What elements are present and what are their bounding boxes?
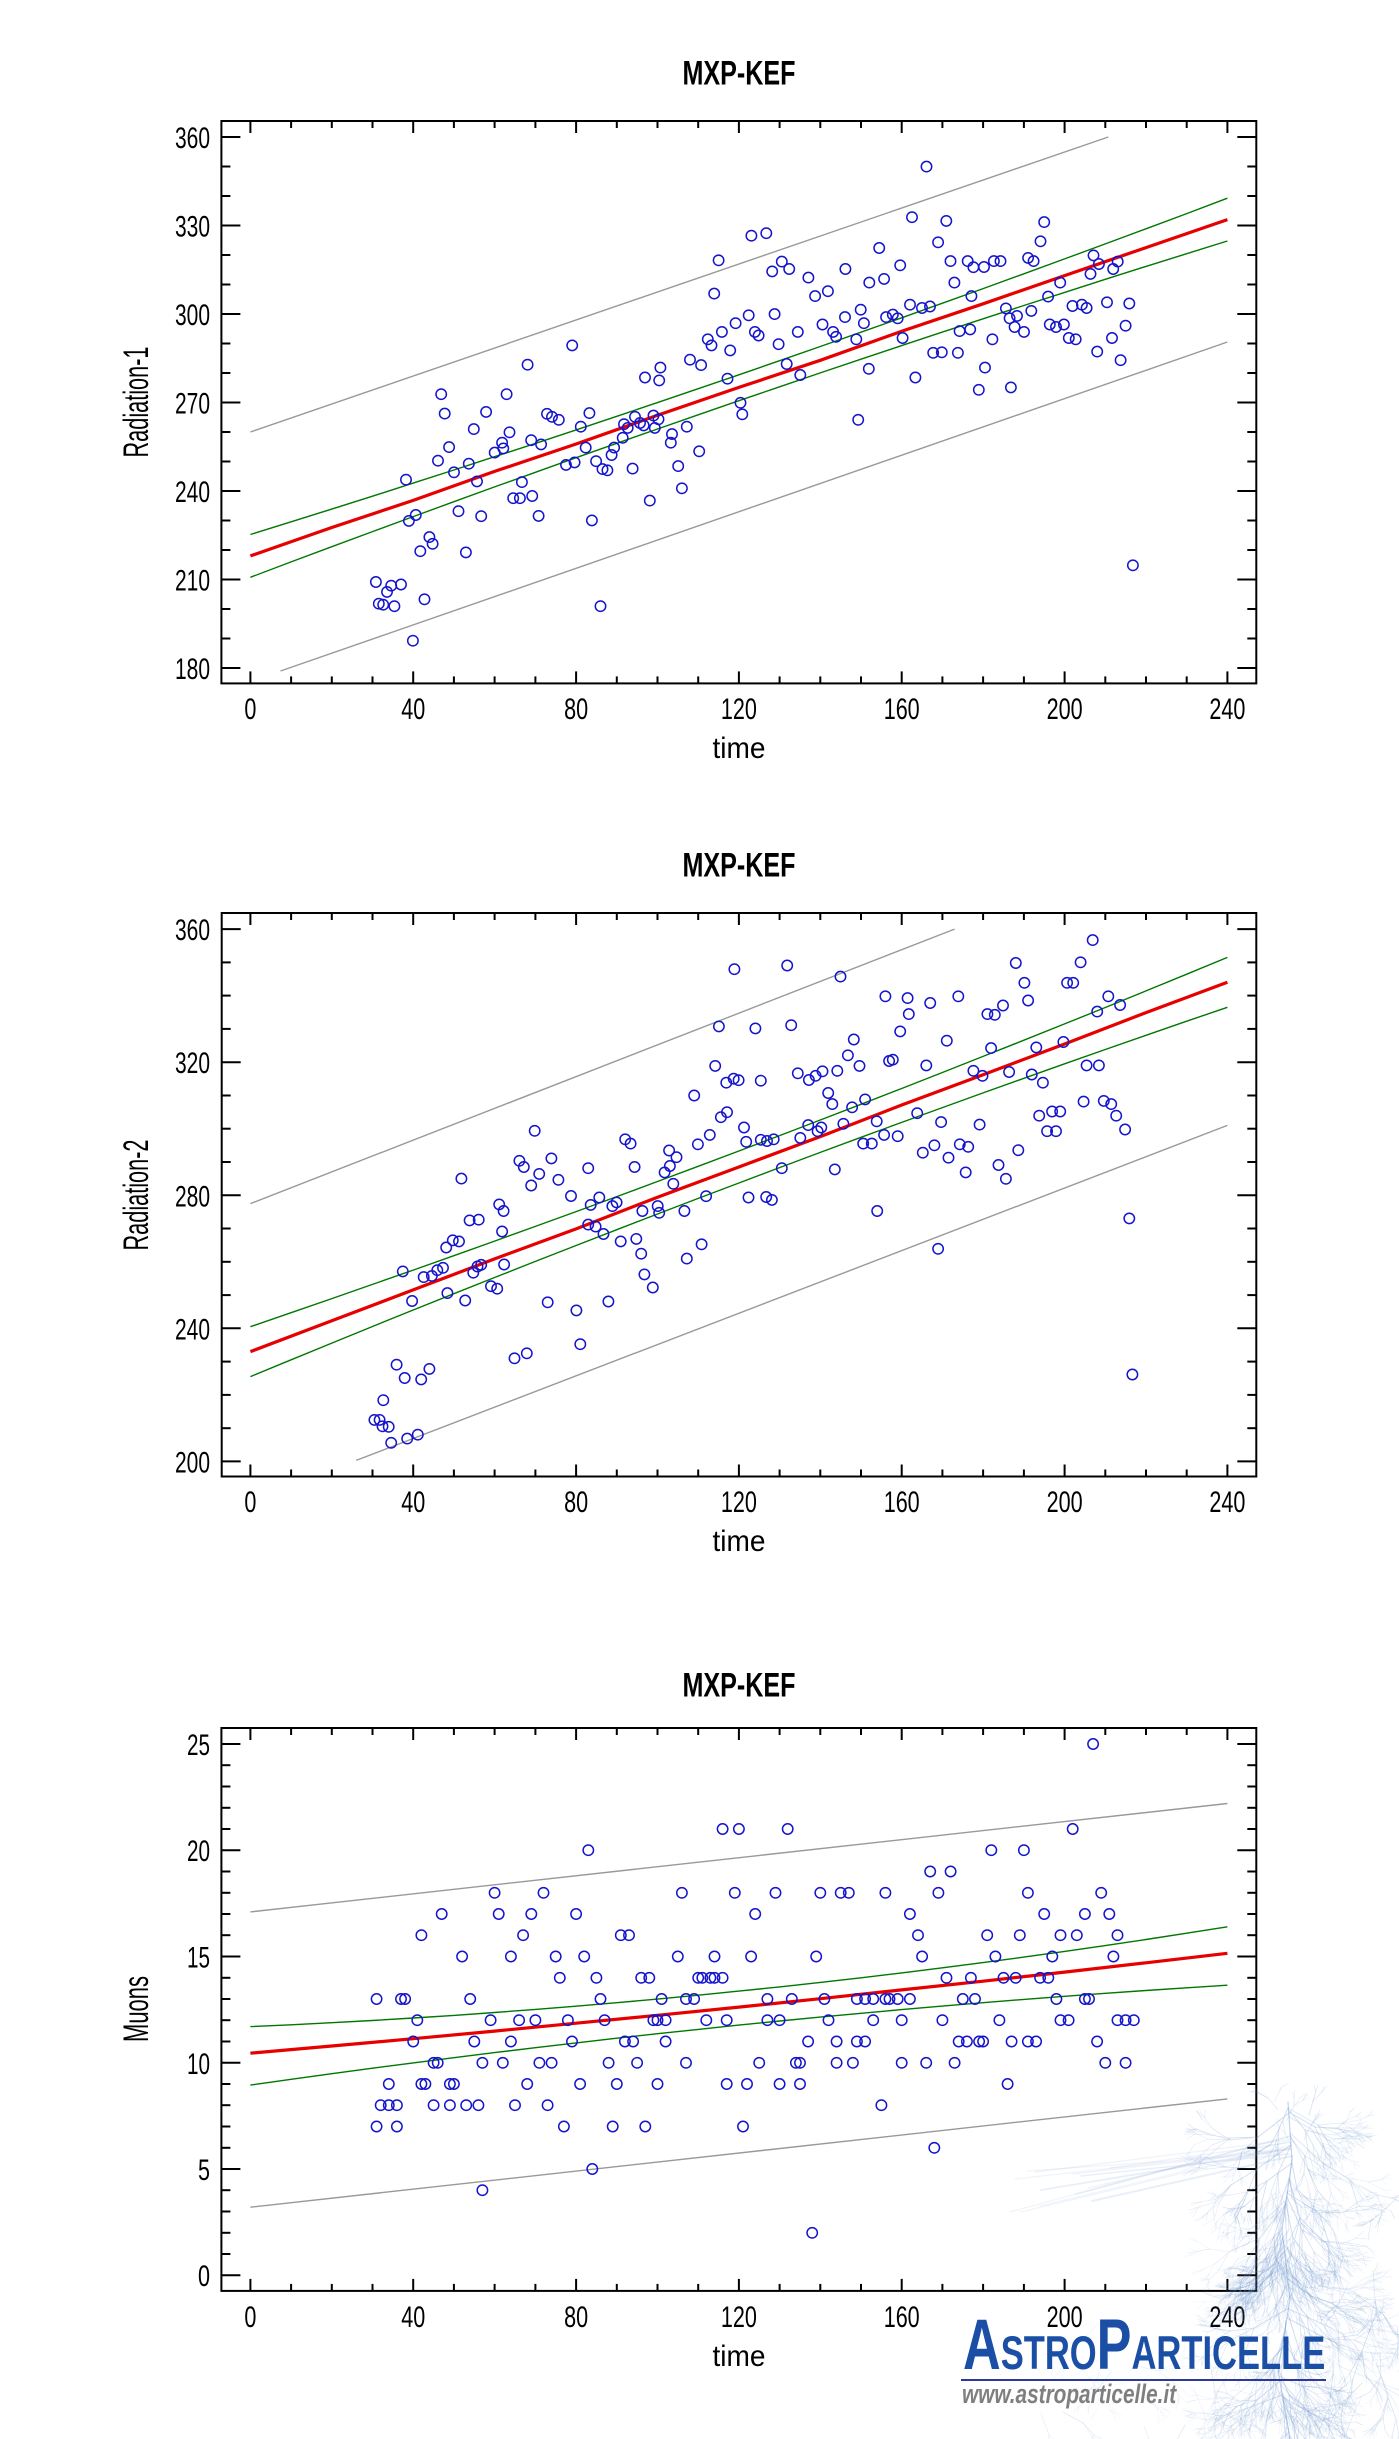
svg-text:360: 360 — [175, 122, 210, 155]
svg-text:160: 160 — [884, 693, 920, 726]
svg-text:240: 240 — [1209, 693, 1245, 726]
svg-text:25: 25 — [187, 1729, 210, 1762]
svg-text:200: 200 — [1047, 693, 1083, 726]
svg-text:40: 40 — [401, 1486, 425, 1519]
svg-text:MXP-KEF: MXP-KEF — [683, 55, 796, 93]
svg-text:time: time — [713, 1525, 766, 1558]
svg-text:MXP-KEF: MXP-KEF — [683, 847, 796, 885]
svg-text:120: 120 — [721, 693, 757, 726]
svg-text:280: 280 — [175, 1180, 210, 1213]
svg-text:15: 15 — [187, 1942, 210, 1975]
svg-text:320: 320 — [175, 1047, 210, 1080]
svg-text:80: 80 — [564, 693, 588, 726]
svg-text:200: 200 — [1047, 1486, 1083, 1519]
svg-text:160: 160 — [884, 2301, 920, 2334]
svg-text:240: 240 — [1209, 2301, 1245, 2334]
svg-text:80: 80 — [564, 2301, 588, 2334]
svg-text:240: 240 — [175, 476, 210, 509]
svg-text:40: 40 — [401, 2301, 425, 2334]
svg-text:time: time — [713, 2340, 766, 2373]
svg-text:80: 80 — [564, 1486, 588, 1519]
svg-text:Radiation-2: Radiation-2 — [117, 1140, 156, 1251]
svg-text:210: 210 — [175, 565, 210, 598]
svg-text:0: 0 — [244, 693, 256, 726]
svg-text:300: 300 — [175, 299, 210, 332]
svg-text:120: 120 — [721, 2301, 757, 2334]
svg-text:Radiation-1: Radiation-1 — [117, 347, 156, 458]
svg-text:0: 0 — [244, 1486, 256, 1519]
svg-text:330: 330 — [175, 211, 210, 244]
svg-text:20: 20 — [187, 1835, 210, 1868]
svg-text:200: 200 — [1047, 2301, 1083, 2334]
svg-text:5: 5 — [198, 2154, 210, 2187]
svg-text:0: 0 — [244, 2301, 256, 2334]
svg-text:time: time — [713, 732, 766, 765]
svg-text:180: 180 — [175, 653, 210, 686]
svg-text:0: 0 — [198, 2260, 210, 2293]
svg-text:240: 240 — [1209, 1486, 1245, 1519]
svg-text:Muons: Muons — [117, 1976, 156, 2042]
svg-text:MXP-KEF: MXP-KEF — [683, 1667, 796, 1705]
svg-text:200: 200 — [175, 1446, 210, 1479]
svg-text:40: 40 — [401, 693, 425, 726]
svg-text:240: 240 — [175, 1313, 210, 1346]
svg-text:360: 360 — [175, 914, 210, 947]
svg-text:270: 270 — [175, 388, 210, 421]
svg-text:120: 120 — [721, 1486, 757, 1519]
svg-text:160: 160 — [884, 1486, 920, 1519]
svg-text:10: 10 — [187, 2048, 210, 2081]
